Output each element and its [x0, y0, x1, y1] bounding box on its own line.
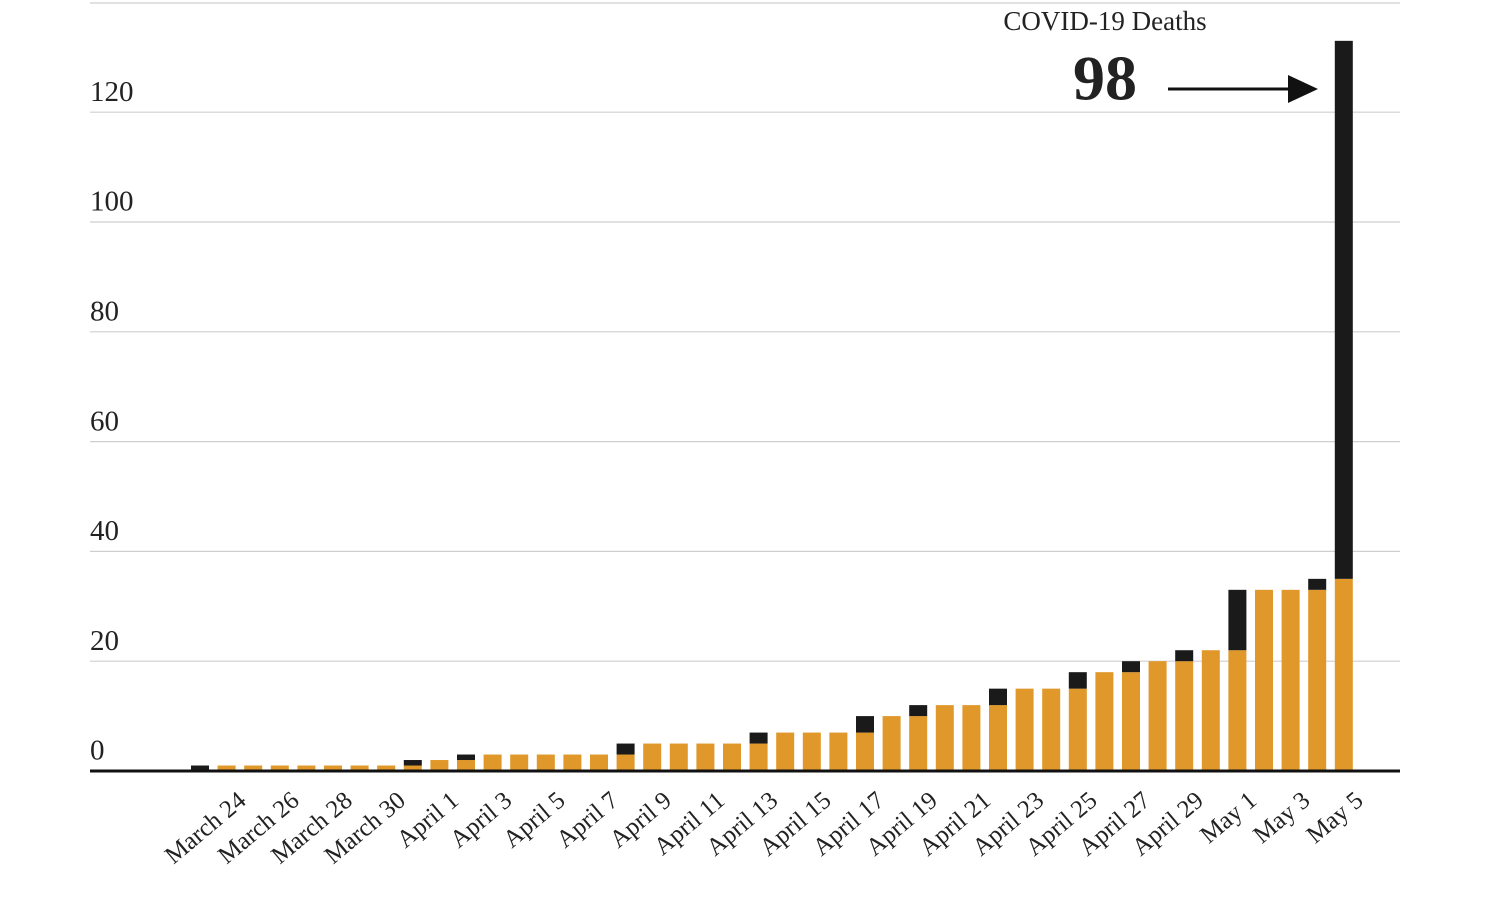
bar-segment [244, 765, 263, 771]
bar-segment [749, 743, 768, 771]
bar-segment [1334, 40, 1353, 579]
bar-segment [483, 754, 502, 771]
y-tick-label: 20 [90, 625, 119, 657]
arrow-head [1288, 75, 1318, 103]
bar-segment [1122, 661, 1140, 673]
bar-segment [1122, 672, 1140, 771]
bar-segment [643, 743, 662, 771]
x-tick-label: May 1 [1195, 787, 1262, 849]
bar-segment [1201, 650, 1220, 771]
bar-segment [590, 754, 608, 771]
bar-segment [1068, 672, 1087, 689]
bar-segment [1148, 661, 1167, 771]
y-tick-label: 100 [90, 186, 134, 218]
y-tick-label: 40 [90, 515, 119, 547]
bar-segment [191, 765, 209, 771]
bar-segment [856, 716, 874, 733]
value-callout: 98 [1073, 43, 1137, 114]
bar-segment [217, 765, 236, 771]
bar-segment [909, 716, 928, 771]
bar-segment [802, 732, 821, 771]
bar-segment [270, 765, 289, 771]
y-tick-label: 0 [90, 735, 105, 767]
bar-segment [989, 688, 1007, 706]
bar-segment [616, 743, 635, 755]
bar-segment [1095, 672, 1114, 771]
bar-segment [457, 760, 475, 771]
bar-segment [457, 754, 475, 761]
bar-segment [989, 705, 1007, 771]
bar-segment [1255, 589, 1273, 771]
bar-segment [1042, 688, 1061, 771]
bar-segment [829, 732, 848, 771]
x-tick-label: May 5 [1302, 787, 1369, 849]
bar-segment [1281, 589, 1300, 771]
x-tick-label: May 3 [1248, 787, 1315, 849]
bar-segment [616, 754, 635, 771]
y-tick-label: 80 [90, 295, 119, 327]
bar-segment [510, 754, 529, 771]
bar-segment [1015, 688, 1034, 771]
bar-segment [536, 754, 555, 771]
bar-segment [297, 765, 316, 771]
bar-segment [856, 732, 874, 771]
bar-segment [1175, 661, 1194, 771]
bar-segment [669, 743, 688, 771]
y-tick-label: 120 [90, 76, 134, 108]
bar-segment [1068, 688, 1087, 771]
bar-segment [749, 732, 768, 744]
bar-segment [1228, 650, 1247, 771]
bar-segment [1175, 650, 1194, 662]
bar-segment [776, 732, 795, 771]
bar-segment [563, 754, 582, 771]
bar-segment [909, 705, 928, 717]
bar-segment [882, 716, 901, 771]
bar-segment [962, 705, 981, 771]
y-tick-label: 60 [90, 405, 119, 437]
bar-segment [1308, 589, 1327, 771]
bar-segment [350, 765, 369, 771]
bar-segment [377, 765, 396, 771]
bar-segment [935, 705, 954, 771]
annotation: COVID-19 Deaths [1003, 6, 1206, 36]
bar-segment [1308, 578, 1327, 590]
bar-segment [723, 743, 741, 771]
bar-segment [324, 765, 342, 771]
bar-segment [1334, 578, 1353, 771]
bar-segment [696, 743, 715, 771]
bar-segment [430, 760, 449, 771]
bar-segment [403, 765, 422, 771]
bar-segment [1228, 589, 1247, 651]
bar-segment [403, 760, 422, 766]
